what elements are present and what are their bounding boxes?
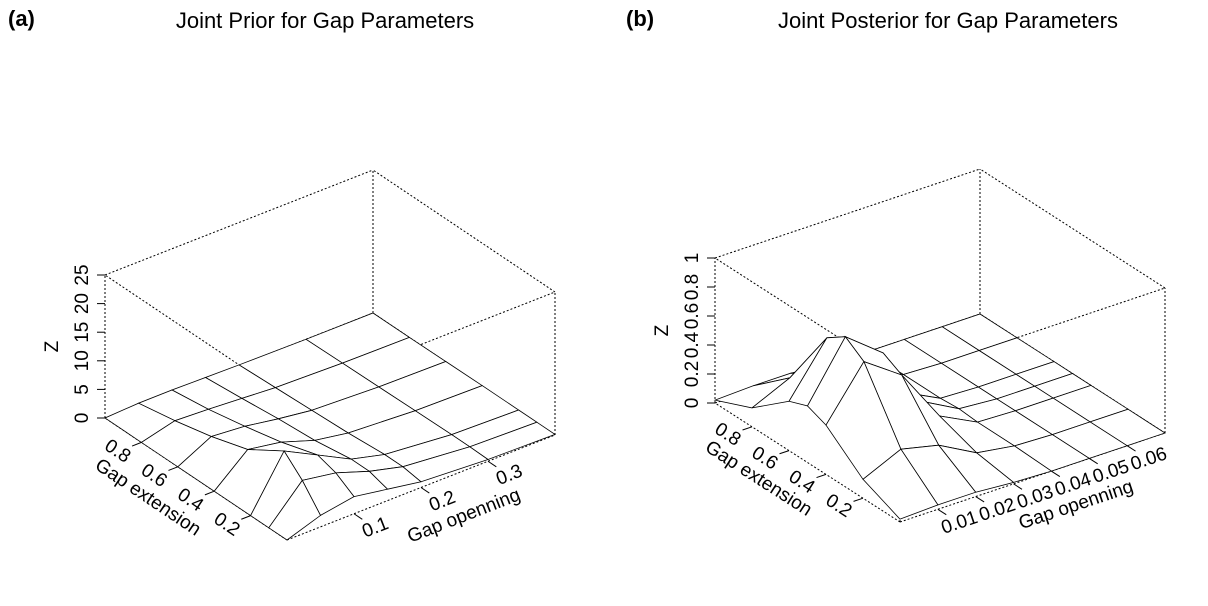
z-tick-label: 20 [72, 293, 93, 314]
surface-facet [268, 479, 322, 541]
z-tick-label: 0.8 [682, 274, 703, 300]
z-tick-label: 0 [682, 398, 703, 409]
box-edge [979, 168, 1166, 289]
x-tick [1089, 458, 1098, 465]
z-tick-label: 0.4 [682, 331, 703, 358]
z-tick-label: 5 [72, 384, 93, 395]
y-tick [816, 473, 827, 479]
z-tick-label: 1 [682, 253, 703, 264]
y-tick [241, 515, 251, 520]
x-tick [937, 508, 947, 516]
x-tick [487, 460, 497, 468]
z-tick-label: 10 [72, 350, 93, 371]
z-tick-label: 0 [72, 413, 93, 424]
z-tick-label: 15 [72, 322, 93, 343]
y-tick [168, 466, 178, 471]
x-tick [1126, 445, 1136, 452]
z-axis-label: Z [652, 324, 673, 336]
y-tick [853, 497, 864, 502]
panel-label: (a) [8, 6, 35, 31]
box-edge [899, 287, 1166, 378]
z-axis-label: Z [42, 340, 63, 352]
z-tick-label: 0.6 [682, 303, 703, 329]
x-tick [1013, 483, 1023, 490]
surface-facet [862, 448, 939, 520]
chart-title: Joint Prior for Gap Parameters [176, 8, 474, 33]
x-tick [975, 496, 985, 503]
chart-title: Joint Posterior for Gap Parameters [778, 8, 1118, 33]
z-tick-label: 0.2 [682, 361, 703, 387]
y-tick [779, 450, 790, 455]
z-tick-label: 25 [72, 264, 93, 285]
x-tick [420, 487, 430, 494]
x-tick [1051, 470, 1061, 477]
y-tick [204, 490, 215, 496]
y-tick [742, 426, 753, 431]
x-tick [353, 513, 363, 520]
box-edge [714, 168, 981, 259]
y-tick [131, 441, 142, 447]
panel-label: (b) [626, 6, 654, 31]
box-edge [372, 169, 556, 293]
box-edge [714, 402, 901, 523]
